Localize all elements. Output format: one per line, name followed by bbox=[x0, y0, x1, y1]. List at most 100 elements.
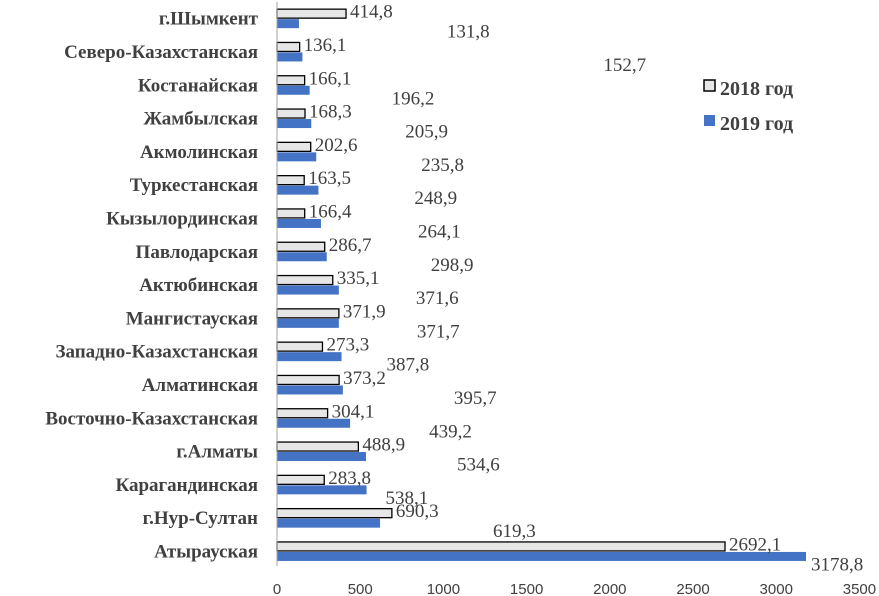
bar-2019-0 bbox=[277, 19, 299, 29]
value-label-2019-13: 534,6 bbox=[457, 455, 500, 476]
legend: 2018 год 2019 год bbox=[703, 78, 793, 135]
bar-2018-10 bbox=[276, 341, 324, 352]
value-label-2019-1: 152,7 bbox=[603, 55, 646, 76]
bar-2019-11 bbox=[277, 385, 343, 395]
x-tick-label-1: 500 bbox=[348, 581, 373, 596]
bar-2019-7 bbox=[277, 252, 327, 262]
bar-2018-7 bbox=[276, 241, 326, 252]
x-tick-label-5: 2500 bbox=[676, 581, 709, 596]
value-label-2018-10: 273,3 bbox=[326, 335, 369, 356]
bars-group bbox=[276, 8, 806, 561]
value-label-2018-7: 286,7 bbox=[329, 235, 372, 256]
legend-swatch-2018 bbox=[703, 79, 716, 92]
bar-2019-1 bbox=[277, 52, 303, 62]
value-label-2019-16: 3178,8 bbox=[811, 554, 863, 575]
category-label-12: Восточно-Казахстанская bbox=[45, 408, 258, 429]
category-label-6: Кызылординская bbox=[106, 208, 258, 229]
category-label-15: г.Нур-Султан bbox=[143, 508, 258, 529]
x-tick-label-4: 2000 bbox=[593, 581, 626, 596]
category-label-5: Туркестанская bbox=[130, 175, 258, 196]
category-label-3: Жамбылская bbox=[143, 109, 258, 130]
value-label-2019-15: 619,3 bbox=[493, 521, 536, 542]
bar-2018-15 bbox=[276, 507, 393, 519]
value-label-2019-11: 395,7 bbox=[454, 388, 497, 409]
bar-2018-9 bbox=[276, 308, 340, 319]
bar-2018-6 bbox=[276, 208, 306, 219]
value-label-2019-9: 371,7 bbox=[417, 321, 460, 342]
legend-label-2019: 2019 год bbox=[720, 113, 793, 135]
bar-2018-4 bbox=[276, 141, 312, 153]
value-label-2018-6: 166,4 bbox=[309, 201, 352, 222]
category-label-14: Карагандинская bbox=[115, 475, 258, 496]
value-label-2018-15: 690,3 bbox=[396, 501, 439, 522]
category-label-7: Павлодарская bbox=[136, 242, 258, 263]
value-label-2018-0: 414,8 bbox=[350, 2, 393, 23]
bar-2019-3 bbox=[277, 119, 312, 129]
value-label-2018-12: 304,1 bbox=[332, 401, 375, 422]
value-label-2019-2: 196,2 bbox=[392, 88, 435, 109]
bar-2018-8 bbox=[276, 274, 334, 286]
bar-2018-11 bbox=[276, 374, 340, 386]
bar-2018-2 bbox=[276, 75, 306, 86]
value-label-2018-2: 166,1 bbox=[309, 68, 352, 89]
bar-2018-5 bbox=[276, 174, 305, 186]
value-label-2018-5: 163,5 bbox=[308, 168, 351, 189]
value-label-2019-3: 205,9 bbox=[405, 122, 448, 143]
value-label-2018-4: 202,6 bbox=[315, 135, 358, 156]
bar-2018-3 bbox=[276, 108, 306, 119]
value-label-2019-14: 538,1 bbox=[386, 488, 429, 509]
x-tick-label-0: 0 bbox=[273, 581, 281, 596]
value-label-2019-5: 248,9 bbox=[414, 188, 457, 209]
category-label-1: Северо-Казахстанская bbox=[64, 42, 258, 63]
value-label-2019-7: 298,9 bbox=[431, 255, 474, 276]
value-labels: 414,8 131,8 136,1 152,7 166,1 196,2 168,3 205,9… bbox=[304, 2, 864, 576]
bar-2019-16 bbox=[277, 551, 806, 561]
x-tick-label-2: 1000 bbox=[427, 581, 460, 596]
category-label-8: Актюбинская bbox=[139, 275, 258, 296]
value-label-2019-0: 131,8 bbox=[447, 22, 490, 43]
bar-2019-14 bbox=[277, 485, 367, 495]
value-label-2018-1: 136,1 bbox=[304, 35, 347, 56]
bar-2019-13 bbox=[277, 452, 366, 462]
value-label-2019-10: 387,8 bbox=[387, 355, 430, 376]
value-label-2019-6: 264,1 bbox=[418, 221, 461, 242]
bar-2019-15 bbox=[277, 518, 381, 528]
category-labels: г.Шымкент Северо-Казахстанская Костанайска… bbox=[45, 9, 258, 563]
bar-2018-13 bbox=[276, 441, 360, 452]
bar-2018-0 bbox=[276, 8, 347, 19]
bar-2018-1 bbox=[276, 41, 301, 53]
x-tick-label-7: 3500 bbox=[843, 581, 876, 596]
value-label-2018-16: 2692,1 bbox=[729, 534, 781, 555]
bar-2019-10 bbox=[277, 352, 342, 362]
category-label-4: Акмолинская bbox=[140, 142, 258, 163]
legend-swatch-2019 bbox=[704, 115, 715, 126]
bar-2019-12 bbox=[277, 418, 351, 428]
bar-2019-2 bbox=[277, 85, 310, 95]
category-label-9: Мангистауская bbox=[126, 308, 258, 329]
bar-2019-4 bbox=[277, 152, 317, 162]
x-axis-ticks: 0 500 1000 1500 2000 2500 3000 3500 bbox=[273, 581, 876, 596]
value-label-2018-13: 488,9 bbox=[362, 435, 405, 456]
value-label-2018-9: 371,9 bbox=[343, 301, 386, 322]
category-label-10: Западно-Казахстанская bbox=[55, 342, 258, 363]
value-label-2018-14: 283,8 bbox=[328, 468, 371, 489]
category-label-16: Атырауская bbox=[154, 541, 258, 562]
x-tick-label-6: 3000 bbox=[760, 581, 793, 596]
value-label-2018-8: 335,1 bbox=[337, 268, 380, 289]
bar-2019-8 bbox=[277, 285, 339, 295]
bar-2018-14 bbox=[276, 474, 325, 486]
x-tick-label-3: 1500 bbox=[510, 581, 543, 596]
category-label-2: Костанайская bbox=[138, 75, 258, 96]
category-label-11: Алматинская bbox=[142, 375, 258, 396]
value-label-2019-12: 439,2 bbox=[429, 421, 472, 442]
bar-2019-6 bbox=[277, 218, 321, 228]
value-label-2019-8: 371,6 bbox=[416, 288, 459, 309]
bar-2019-5 bbox=[277, 185, 319, 195]
category-label-13: г.Алматы bbox=[176, 442, 258, 463]
category-label-0: г.Шымкент bbox=[159, 9, 259, 30]
value-label-2018-3: 168,3 bbox=[309, 102, 352, 123]
value-label-2018-11: 373,2 bbox=[343, 368, 386, 389]
bar-2018-12 bbox=[276, 408, 329, 419]
legend-label-2018: 2018 год bbox=[720, 78, 793, 100]
